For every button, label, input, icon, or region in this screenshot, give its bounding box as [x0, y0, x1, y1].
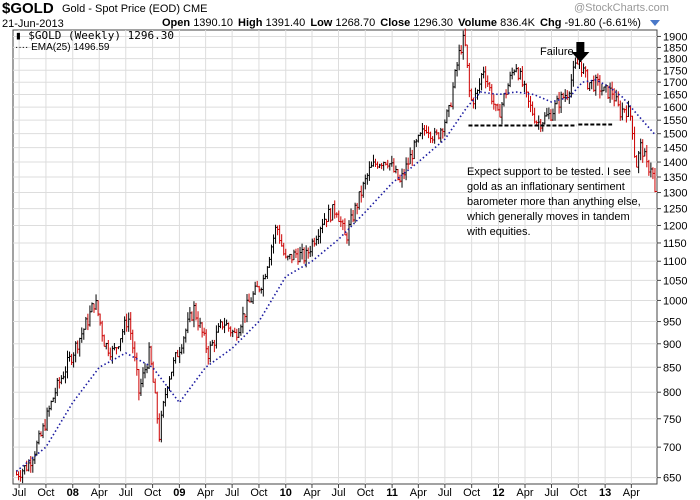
close-value: 1296.30 — [413, 17, 454, 29]
plot-frame — [12, 29, 658, 485]
x-tick-label: Oct — [463, 487, 480, 499]
support-annotation: Expect support to be tested. I see gold … — [467, 166, 641, 238]
y-tick-label: 850 — [663, 362, 681, 374]
y-tick-label: 900 — [663, 339, 681, 351]
stockcharts-watermark[interactable]: @StockCharts.com — [574, 2, 669, 14]
volume-value: 836.4K — [500, 17, 535, 29]
y-tick-label: 1500 — [663, 129, 687, 141]
y-tick-label: 1350 — [663, 172, 687, 184]
legend-ema: ···· EMA(25) 1496.59 — [15, 42, 110, 53]
chg-label: Chg — [540, 17, 562, 29]
y-tick-label: 1900 — [663, 31, 687, 43]
volume-label: Volume — [458, 17, 498, 29]
x-tick-label: 08 — [67, 487, 79, 499]
x-tick-label: 13 — [599, 487, 611, 499]
x-tick-label: Oct — [357, 487, 374, 499]
x-tick-label: Jul — [331, 487, 345, 499]
y-tick-label: 1600 — [663, 102, 687, 114]
y-tick-label: 1850 — [663, 42, 687, 54]
y-tick-label: 1800 — [663, 54, 687, 66]
y-tick-label: 1700 — [663, 77, 687, 89]
low-label: Low — [310, 17, 333, 29]
x-tick-label: Oct — [250, 487, 267, 499]
y-tick-label: 1450 — [663, 143, 687, 155]
y-tick-label: 1650 — [663, 89, 687, 101]
chg-value: -91.80 (-6.61%) — [564, 17, 641, 29]
y-tick-label: 1000 — [663, 295, 687, 307]
low-value: 1268.70 — [335, 17, 376, 29]
quote-date: 21-Jun-2013 — [2, 18, 64, 30]
y-tick-label: 700 — [663, 442, 681, 454]
legend-price: ▮ $GOLD (Weekly) 1296.30 — [15, 29, 174, 42]
failure-arrow-icon — [571, 42, 590, 62]
x-tick-label: Apr — [516, 487, 533, 499]
y-tick-label: 1050 — [663, 275, 687, 287]
x-tick-label: Jul — [438, 487, 452, 499]
x-tick-label: 09 — [173, 487, 185, 499]
x-tick-label: Jul — [12, 487, 26, 499]
open-value: 1390.10 — [193, 17, 233, 29]
symbol-title: $GOLD — [2, 0, 54, 17]
y-tick-label: 1150 — [663, 238, 687, 250]
high-label: High — [238, 17, 263, 29]
x-tick-label: Jul — [225, 487, 239, 499]
y-tick-label: 1100 — [663, 256, 687, 268]
y-tick-label: 1550 — [663, 115, 687, 127]
x-tick-label: Apr — [91, 487, 108, 499]
y-tick-label: 950 — [663, 317, 681, 329]
high-value: 1391.40 — [265, 17, 306, 29]
x-tick-label: Oct — [144, 487, 161, 499]
quote-summary: Open 1390.10 High 1391.40 Low 1268.70 Cl… — [162, 17, 643, 29]
ema-line — [15, 78, 656, 472]
open-label: Open — [162, 17, 191, 29]
legend-ema-label: EMA(25) 1496.59 — [31, 42, 110, 53]
x-tick-label: Jul — [119, 487, 133, 499]
close-label: Close — [380, 17, 411, 29]
y-tick-label: 1400 — [663, 157, 687, 169]
chevron-down-icon[interactable] — [650, 20, 660, 26]
failure-annotation: Failure — [540, 46, 574, 58]
x-tick-label: Apr — [623, 487, 640, 499]
y-tick-label: 1750 — [663, 65, 687, 77]
x-tick-label: Apr — [303, 487, 320, 499]
x-tick-label: 11 — [386, 487, 398, 499]
legend-price-label: $GOLD (Weekly) 1296.30 — [28, 29, 174, 42]
y-tick-label: 1300 — [663, 188, 687, 200]
symbol-description: Gold - Spot Price (EOD) CME — [62, 3, 208, 15]
chart-legend: ▮ $GOLD (Weekly) 1296.30 ···· EMA(25) 14… — [15, 30, 174, 54]
x-tick-label: Jul — [544, 487, 558, 499]
x-tick-label: 12 — [492, 487, 504, 499]
x-tick-label: Oct — [37, 487, 54, 499]
exchange-name: CME — [183, 3, 208, 15]
x-tick-label: Oct — [570, 487, 587, 499]
y-tick-label: 750 — [663, 414, 681, 426]
y-tick-label: 800 — [663, 387, 681, 399]
x-tick-label: Apr — [410, 487, 427, 499]
x-tick-label: Apr — [197, 487, 214, 499]
y-tick-label: 1200 — [663, 220, 687, 232]
security-name: Gold - Spot Price (EOD) — [62, 3, 180, 15]
x-tick-label: 10 — [280, 487, 292, 499]
y-tick-label: 1250 — [663, 204, 687, 216]
y-tick-label: 650 — [663, 473, 681, 485]
